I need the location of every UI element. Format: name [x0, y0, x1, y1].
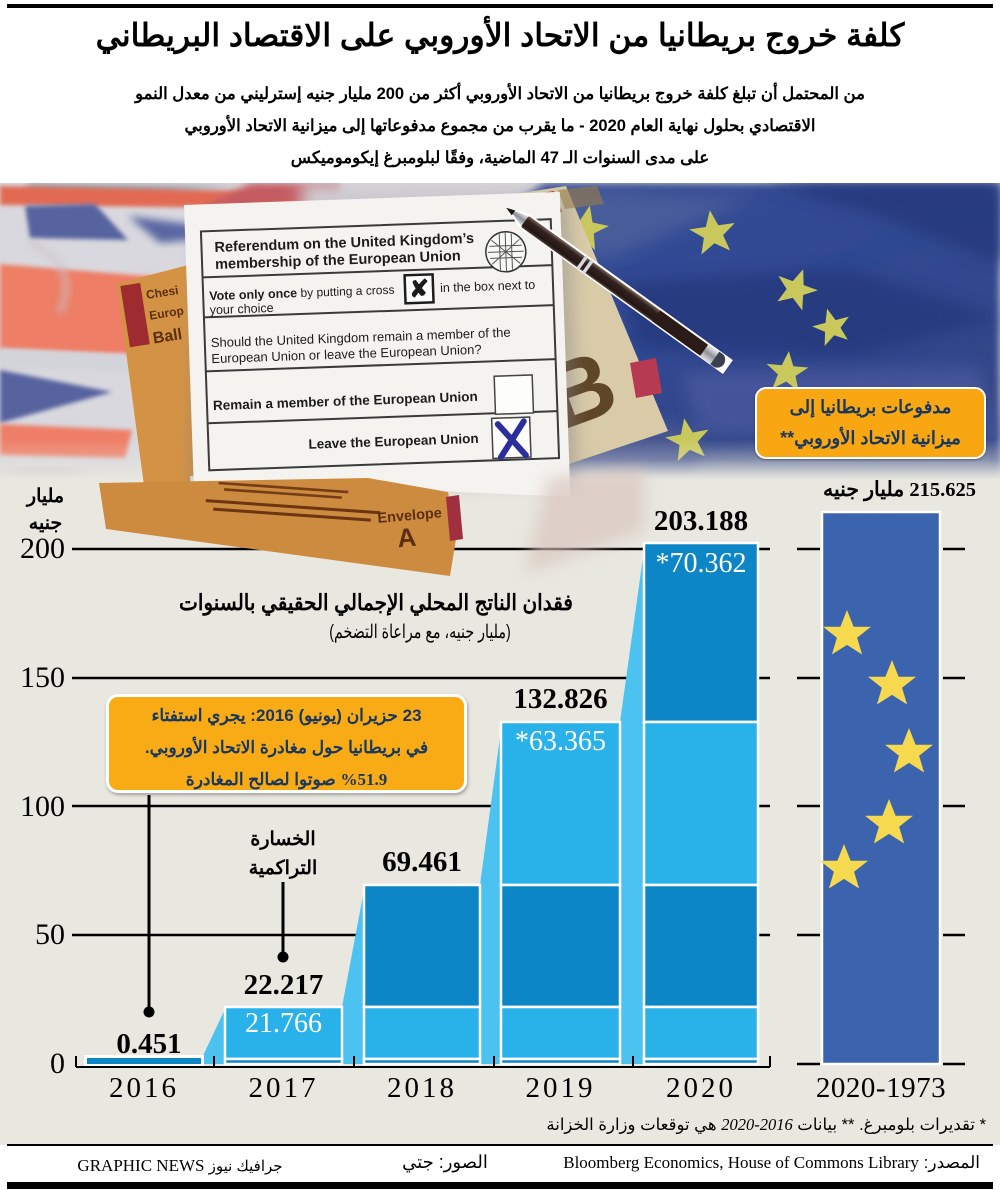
- svg-text:Envelope: Envelope: [377, 505, 443, 527]
- svg-text:your choice: your choice: [209, 301, 273, 317]
- svg-text:Leave the European Union: Leave the European Union: [308, 431, 479, 452]
- svg-text:✘: ✘: [409, 276, 430, 304]
- svg-text:Chesi: Chesi: [145, 283, 179, 302]
- svg-text:Europ: Europ: [148, 303, 184, 322]
- svg-text:Ball: Ball: [152, 326, 184, 347]
- svg-text:A: A: [396, 522, 418, 554]
- svg-text:Vote only once by putting a cr: Vote only once by putting a cross: [209, 283, 395, 303]
- svg-text:in the box next to: in the box next to: [440, 278, 536, 295]
